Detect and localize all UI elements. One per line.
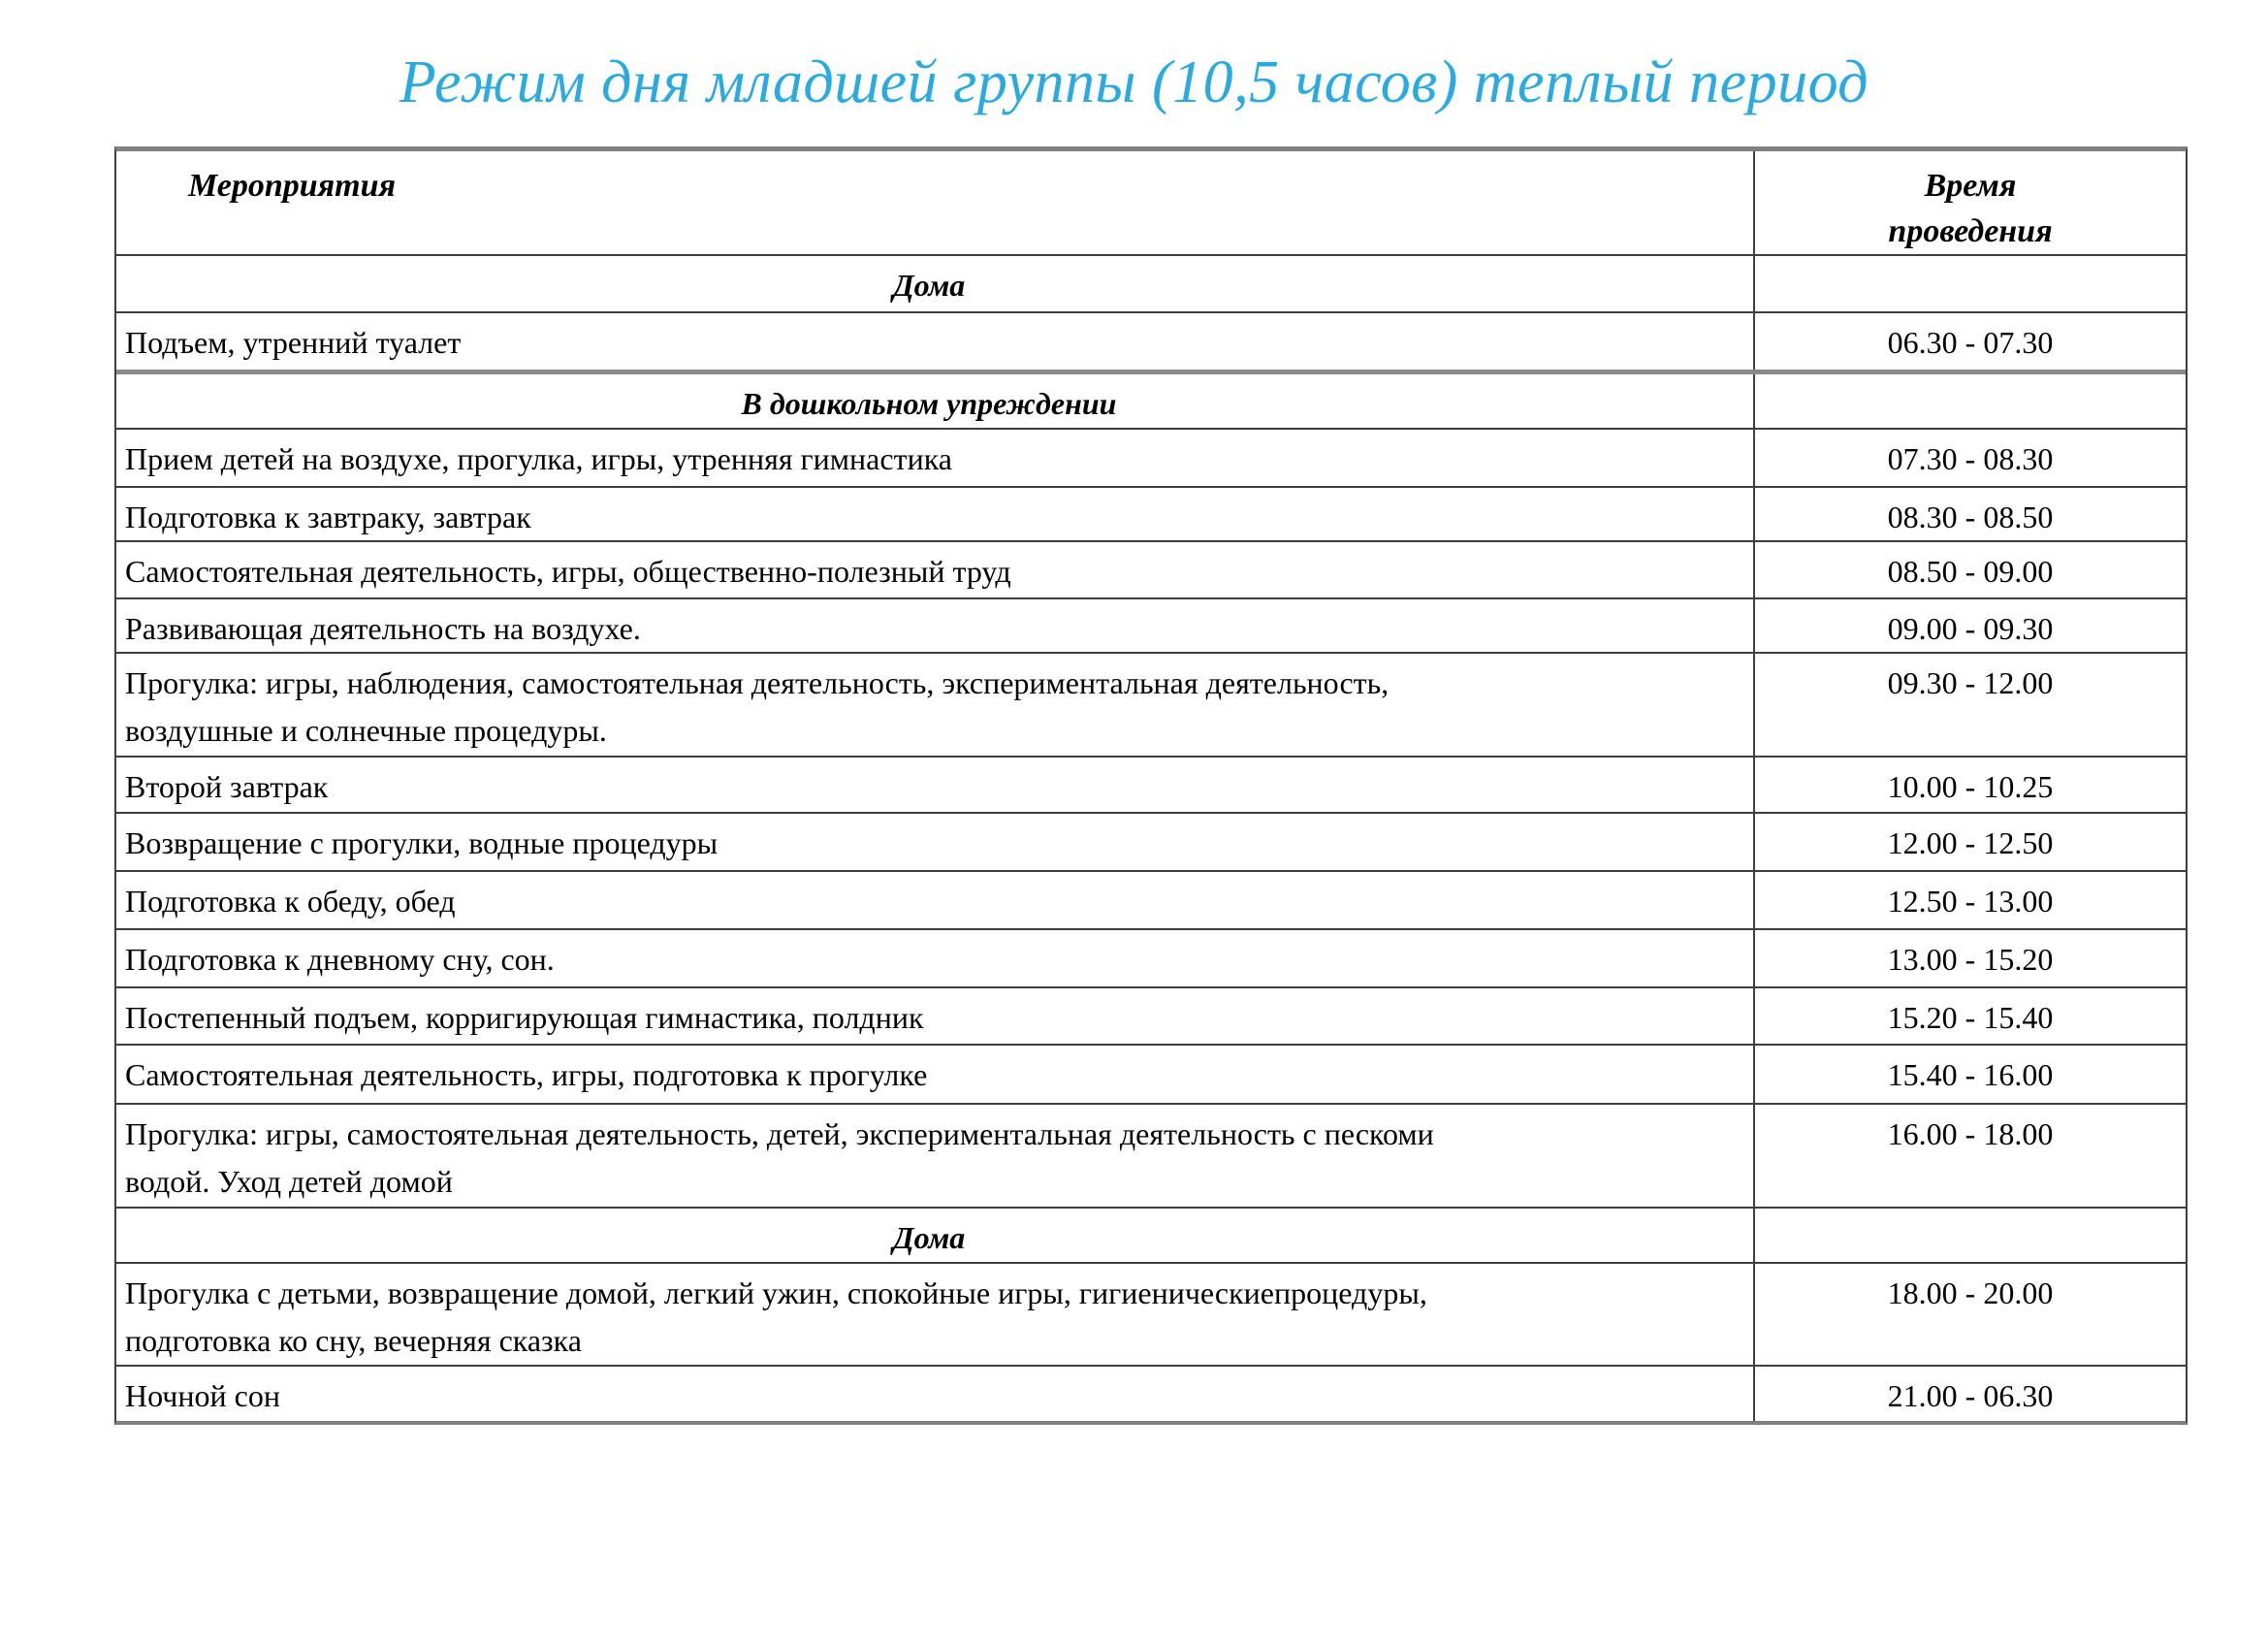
activity-cell: Постепенный подъем, корригирующая гимнас… (116, 988, 1755, 1044)
table-row: Ночной сон 21.00 - 06.30 (116, 1365, 2186, 1421)
activity-cell: Дома (116, 1209, 1755, 1262)
table-row: Возвращение с прогулки, водные процедуры… (116, 812, 2186, 870)
table-row: Подготовка к дневному сну, сон. 13.00 - … (116, 928, 2186, 986)
activity-cell: Возвращение с прогулки, водные процедуры (116, 814, 1755, 870)
time-cell (1755, 374, 2186, 428)
time-cell: 15.20 - 15.40 (1887, 1000, 2054, 1035)
column-header-activities: Мероприятия (116, 151, 1755, 254)
time-cell: 15.40 - 16.00 (1887, 1057, 2054, 1092)
time-cell: 12.00 - 12.50 (1887, 825, 2054, 860)
activity-cell: Подготовка к обеду, обед (116, 872, 1755, 928)
activity-cell: Подъем, утренний туалет (116, 313, 1755, 370)
section-row: Дома (116, 1207, 2186, 1262)
section-row: Дома (116, 254, 2186, 311)
table-row: Прием детей на воздухе, прогулка, игры, … (116, 428, 2186, 486)
document-page: Режим дня младшей группы (10,5 часов) те… (0, 41, 2268, 1425)
activity-cell: Развивающая деятельность на воздухе. (116, 599, 1755, 652)
time-cell: 10.00 - 10.25 (1887, 769, 2054, 804)
time-cell: 08.30 - 08.50 (1887, 500, 2054, 534)
table-row: Прогулка с детьми, возвращение домой, ле… (116, 1262, 2186, 1365)
activity-cell: Подготовка к дневному сну, сон. (116, 930, 1755, 986)
activity-cell: Прогулка: игры, самостоятельная деятельн… (116, 1105, 1755, 1207)
time-cell: 12.50 - 13.00 (1887, 884, 2054, 919)
time-cell: 07.30 - 08.30 (1887, 441, 2054, 476)
table-row: Подъем, утренний туалет 06.30 - 07.30 (116, 311, 2186, 370)
table-row: Самостоятельная деятельность, игры, подг… (116, 1044, 2186, 1103)
table-row: Подготовка к обеду, обед 12.50 - 13.00 (116, 870, 2186, 928)
activity-cell: Самостоятельная деятельность, игры, подг… (116, 1046, 1755, 1103)
table-row: Второй завтрак 10.00 - 10.25 (116, 756, 2186, 812)
activity-cell: Прогулка: игры, наблюдения, самостоятель… (116, 654, 1755, 756)
table-row: Подготовка к завтраку, завтрак 08.30 - 0… (116, 486, 2186, 540)
activity-cell: Самостоятельная деятельность, игры, обще… (116, 542, 1755, 597)
time-cell: 18.00 - 20.00 (1887, 1275, 2054, 1310)
table-row: Постепенный подъем, корригирующая гимнас… (116, 986, 2186, 1044)
activity-cell: В дошкольном упреждении (116, 374, 1755, 428)
table-row: Прогулка: игры, наблюдения, самостоятель… (116, 652, 2186, 756)
time-cell: 21.00 - 06.30 (1887, 1378, 2054, 1413)
activity-cell: Второй завтрак (116, 758, 1755, 812)
schedule-table: Мероприятия Время проведения Дома Подъем… (114, 146, 2188, 1425)
time-cell (1755, 1209, 2186, 1262)
time-cell: 08.50 - 09.00 (1887, 554, 2054, 589)
activity-cell: Прогулка с детьми, возвращение домой, ле… (116, 1264, 1755, 1365)
table-row: Прогулка: игры, самостоятельная деятельн… (116, 1103, 2186, 1207)
page-title: Режим дня младшей группы (10,5 часов) те… (399, 49, 1869, 115)
time-cell: 16.00 - 18.00 (1887, 1116, 2054, 1151)
time-cell (1755, 256, 2186, 311)
table-header-row: Мероприятия Время проведения (116, 151, 2186, 254)
time-cell: 09.30 - 12.00 (1887, 665, 2054, 700)
time-cell: 06.30 - 07.30 (1887, 325, 2054, 360)
activity-cell: Ночной сон (116, 1367, 1755, 1421)
table-row: Самостоятельная деятельность, игры, обще… (116, 540, 2186, 597)
activity-cell: Прием детей на воздухе, прогулка, игры, … (116, 430, 1755, 486)
section-row: В дошкольном упреждении (116, 370, 2186, 428)
time-cell: 09.00 - 09.30 (1887, 611, 2054, 646)
table-row: Развивающая деятельность на воздухе. 09.… (116, 597, 2186, 652)
column-header-time: Время проведения (1888, 168, 2053, 249)
time-cell: 13.00 - 15.20 (1887, 942, 2054, 977)
activity-cell: Подготовка к завтраку, завтрак (116, 488, 1755, 540)
activity-cell: Дома (116, 256, 1755, 311)
table-body: Дома Подъем, утренний туалет 06.30 - 07.… (116, 254, 2186, 1421)
